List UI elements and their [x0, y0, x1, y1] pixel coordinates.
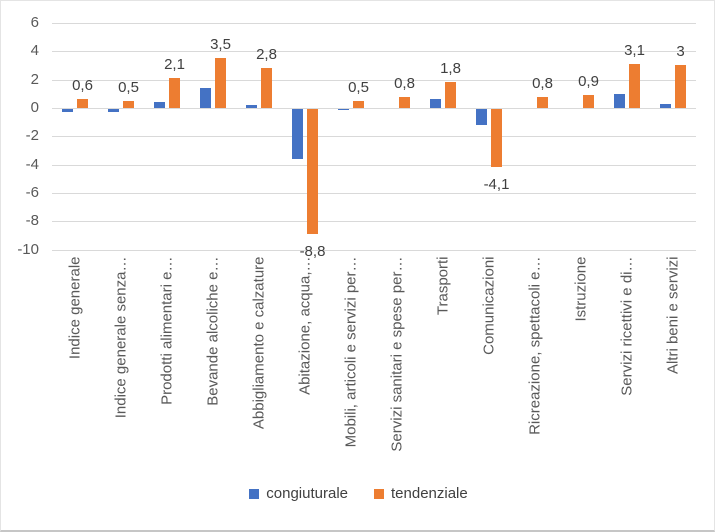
bar-data-label: 3 [676, 43, 685, 61]
bar-data-label: 2,8 [256, 46, 277, 64]
legend-label-tendenziale: tendenziale [391, 485, 468, 502]
x-axis-category-label: Trasporti [434, 256, 451, 315]
y-axis-tick-label: 6 [30, 13, 39, 31]
bar-congiuturale[interactable] [292, 109, 303, 159]
gridline [52, 221, 696, 223]
y-axis-tick-label: -4 [25, 155, 39, 173]
gridline [52, 136, 696, 138]
chart-legend: congiuturale tendenziale [1, 485, 714, 502]
gridline [52, 51, 696, 53]
y-axis-tick-label: -10 [17, 240, 39, 258]
bar-data-label: 0,6 [72, 77, 93, 95]
bar-tendenziale[interactable] [353, 100, 364, 108]
gridline [52, 108, 696, 109]
x-axis-category-label: Bevande alcoliche e… [204, 256, 221, 406]
bar-data-label: 0,5 [118, 78, 139, 96]
y-axis-tick-label: -8 [25, 212, 39, 230]
y-axis-tick-label: -2 [25, 127, 39, 145]
x-axis-category-label: Abitazione, acqua,… [296, 256, 313, 395]
bar-tendenziale[interactable] [445, 82, 456, 108]
bar-data-label: 0,9 [578, 73, 599, 91]
bar-congiuturale[interactable] [246, 105, 257, 108]
bar-congiuturale[interactable] [154, 102, 165, 108]
x-axis-category-label: Abbigliamento e calzature [250, 256, 267, 429]
legend-swatch-congiuturale-icon [249, 488, 260, 499]
x-axis-category-label: Comunicazioni [480, 256, 497, 355]
bar-tendenziale[interactable] [399, 96, 410, 108]
bar-tendenziale[interactable] [675, 65, 686, 108]
bar-tendenziale[interactable] [123, 100, 134, 108]
x-axis-category-label: Ricreazione, spettacoli e… [526, 256, 543, 435]
bar-tendenziale[interactable] [169, 78, 180, 108]
bar-data-label: 3,5 [210, 36, 231, 54]
bar-tendenziale[interactable] [537, 96, 548, 108]
bar-tendenziale[interactable] [491, 109, 502, 168]
x-axis-category-label: Mobili, articoli e servizi per… [342, 256, 359, 447]
x-axis-category-label: Servizi ricettivi e di… [618, 256, 635, 396]
bar-tendenziale[interactable] [307, 109, 318, 234]
bar-data-label: 0,5 [348, 78, 369, 96]
bar-data-label: -8,8 [299, 242, 326, 260]
x-axis-category-label: Altri beni e servizi [664, 256, 681, 374]
bar-congiuturale[interactable] [476, 109, 487, 125]
bar-data-label: 3,1 [624, 42, 645, 60]
gridline [52, 249, 696, 251]
gridline [52, 164, 696, 166]
bar-tendenziale[interactable] [261, 68, 272, 108]
bar-tendenziale[interactable] [77, 99, 88, 108]
bar-congiuturale[interactable] [200, 88, 211, 108]
bar-data-label: 1,8 [440, 60, 461, 78]
bar-data-label: 2,1 [164, 56, 185, 74]
y-axis-tick-label: 2 [30, 70, 39, 88]
gridline [52, 193, 696, 195]
bar-congiuturale[interactable] [108, 109, 119, 112]
gridline [52, 79, 696, 81]
y-axis-tick-label: 4 [30, 42, 39, 60]
x-axis-category-label: Istruzione [572, 256, 589, 322]
legend-label-congiuturale: congiuturale [266, 485, 348, 502]
bar-data-label: 0,8 [532, 74, 553, 92]
bar-data-label: -4,1 [483, 176, 510, 194]
x-axis-category-label: Prodotti alimentari e… [158, 256, 175, 405]
bar-congiuturale[interactable] [338, 109, 349, 111]
bar-data-label: 0,8 [394, 74, 415, 92]
bar-congiuturale[interactable] [62, 109, 73, 112]
legend-item-tendenziale[interactable]: tendenziale [374, 485, 468, 502]
legend-item-congiuturale[interactable]: congiuturale [249, 485, 348, 502]
x-axis-category-label: Servizi sanitari e spese per… [388, 256, 405, 452]
gridline [52, 22, 696, 24]
bar-tendenziale[interactable] [215, 58, 226, 108]
y-axis-tick-label: 0 [30, 99, 39, 116]
bar-congiuturale[interactable] [660, 103, 671, 108]
bar-congiuturale[interactable] [430, 99, 441, 108]
bar-congiuturale[interactable] [614, 93, 625, 108]
legend-swatch-tendenziale-icon [374, 488, 384, 499]
y-axis-tick-label: -6 [25, 184, 39, 202]
x-axis-category-label: Indice generale [66, 256, 83, 359]
x-axis-category-label: Indice generale senza… [112, 256, 129, 418]
bar-tendenziale[interactable] [629, 64, 640, 108]
bar-tendenziale[interactable] [583, 95, 594, 108]
